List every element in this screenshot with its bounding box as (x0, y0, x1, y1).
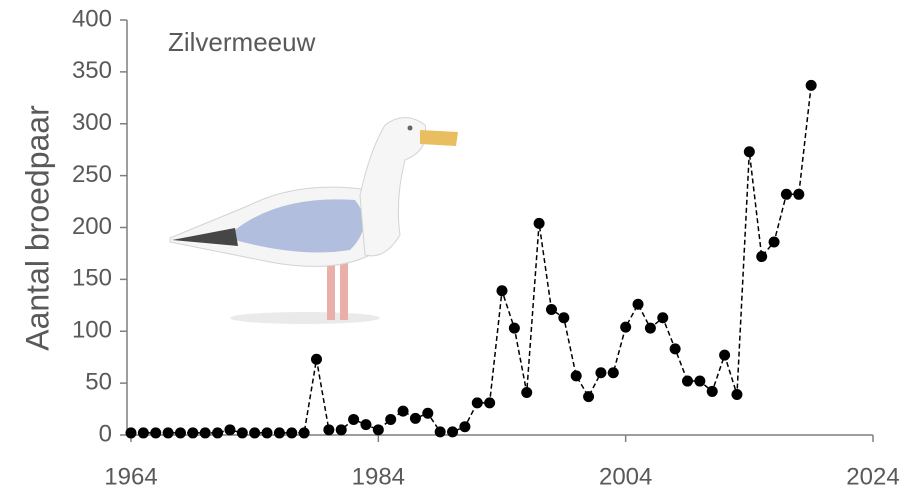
data-point (620, 321, 632, 333)
y-tick-label: 350 (72, 57, 112, 84)
data-point (521, 386, 533, 398)
species-label: Zilvermeeuw (168, 27, 316, 57)
data-point (372, 424, 384, 436)
data-point (607, 367, 619, 379)
y-tick-label: 0 (99, 420, 112, 447)
data-point (459, 421, 471, 433)
data-point (780, 188, 792, 200)
data-point (174, 427, 186, 439)
data-point (286, 427, 298, 439)
data-point (706, 385, 718, 397)
data-point (545, 303, 557, 315)
x-tick-label: 1964 (104, 463, 157, 490)
data-point (805, 79, 817, 91)
data-point (496, 285, 508, 297)
x-tick-label: 1984 (352, 463, 405, 490)
data-point (125, 427, 137, 439)
data-point (360, 419, 372, 431)
data-point (236, 427, 248, 439)
data-point (632, 298, 644, 310)
data-point (150, 427, 162, 439)
data-point (261, 427, 273, 439)
series-line (131, 85, 812, 434)
y-tick-label: 300 (72, 109, 112, 136)
data-point (323, 424, 335, 436)
data-point (669, 343, 681, 355)
data-point (731, 389, 743, 401)
y-axis-title: Aantal broedpaar (19, 105, 55, 351)
data-point (335, 424, 347, 436)
data-point (212, 427, 224, 439)
data-point (298, 427, 310, 439)
data-point (447, 426, 459, 438)
x-tick-label: 2024 (846, 463, 899, 490)
data-point (311, 353, 322, 365)
data-point (743, 146, 755, 158)
data-point (422, 407, 434, 419)
data-point (187, 427, 199, 439)
data-point (249, 427, 261, 439)
data-point (756, 251, 768, 263)
data-point (162, 427, 174, 439)
data-point (644, 322, 656, 334)
data-point (583, 391, 595, 403)
data-point (508, 322, 520, 334)
data-point (471, 397, 483, 409)
data-point (595, 367, 607, 379)
gull-illustration (169, 117, 458, 324)
y-tick-label: 400 (72, 5, 112, 32)
data-point (397, 405, 409, 417)
data-point (657, 312, 669, 324)
y-tick-label: 50 (85, 368, 112, 395)
data-point (768, 236, 780, 248)
y-tick-label: 100 (72, 317, 112, 344)
y-tick-label: 250 (72, 161, 112, 188)
data-point (199, 427, 211, 439)
data-point (385, 413, 397, 425)
data-point (434, 426, 446, 438)
data-point (273, 427, 285, 439)
data-point (694, 375, 706, 387)
data-point (533, 217, 545, 229)
data-point (484, 397, 496, 409)
data-point (682, 375, 693, 387)
data-point (558, 312, 570, 324)
data-point (719, 349, 731, 361)
data-point (348, 413, 360, 425)
data-point (137, 427, 149, 439)
y-tick-label: 200 (72, 213, 112, 240)
data-point (570, 370, 582, 382)
data-point (224, 424, 236, 436)
x-tick-label: 2004 (599, 463, 652, 490)
data-point (793, 188, 805, 200)
y-tick-label: 150 (72, 265, 112, 292)
data-point (409, 412, 421, 424)
